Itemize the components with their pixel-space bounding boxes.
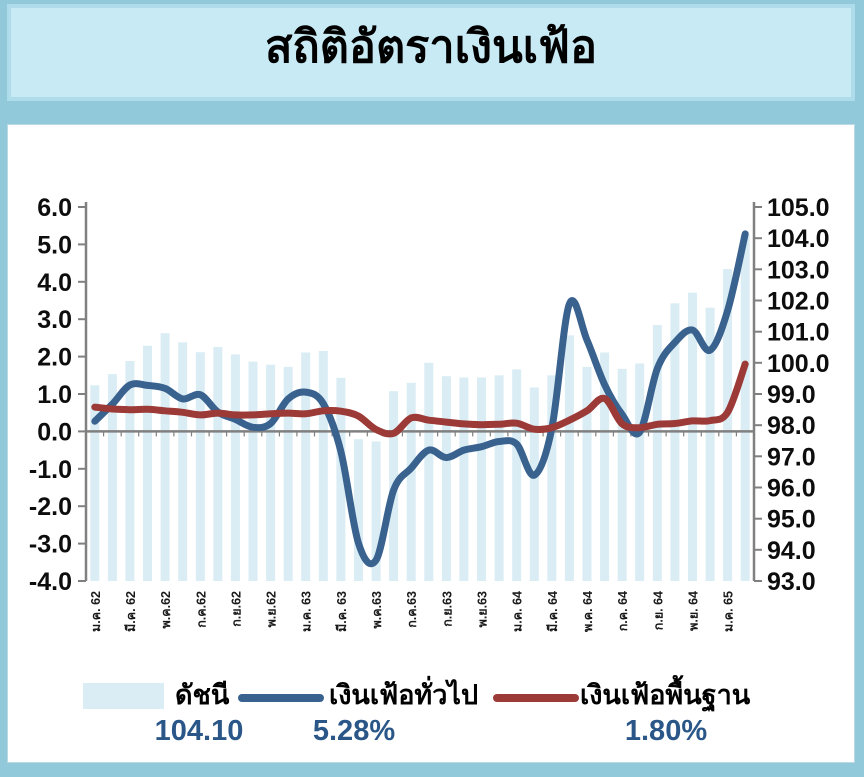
svg-text:-1.0: -1.0 [29, 456, 72, 484]
svg-text:ม.ค. 64: ม.ค. 64 [511, 591, 525, 632]
svg-text:ม.ค. 65: ม.ค. 65 [722, 591, 736, 632]
svg-text:95.0: 95.0 [767, 506, 816, 534]
svg-text:-3.0: -3.0 [29, 531, 72, 559]
svg-text:ก.ย.63: ก.ย.63 [440, 591, 454, 627]
headline-inflation-line [91, 230, 749, 568]
svg-text:-2.0: -2.0 [29, 493, 72, 521]
svg-text:มี.ค. 63: มี.ค. 63 [335, 591, 349, 632]
svg-text:104.0: 104.0 [767, 225, 830, 253]
svg-text:94.0: 94.0 [767, 537, 816, 565]
svg-text:ก.ย. 64: ก.ย. 64 [651, 591, 665, 630]
svg-text:มี.ค. 62: มี.ค. 62 [124, 591, 138, 632]
svg-text:102.0: 102.0 [767, 288, 830, 316]
legend-label-index: ดัชนี [175, 680, 230, 710]
svg-text:1.0: 1.0 [37, 381, 72, 409]
svg-text:ม.ค. 63: ม.ค. 63 [300, 591, 314, 632]
headline-line-swatch [238, 694, 324, 702]
svg-text:105.0: 105.0 [767, 194, 830, 222]
legend-label-core: เงินเฟ้อพื้นฐาน [580, 680, 751, 710]
index-bars [90, 235, 750, 581]
svg-text:พ.ย.62: พ.ย.62 [265, 591, 279, 627]
svg-text:ม.ค. 62: ม.ค. 62 [89, 591, 103, 632]
svg-text:ก.ค.63: ก.ค.63 [405, 591, 419, 628]
svg-text:พ.ค. 64: พ.ค. 64 [581, 591, 595, 632]
page-title: สถิติอัตราเงินเฟ้อ [264, 21, 597, 72]
svg-text:ก.ย.62: ก.ย.62 [229, 591, 243, 627]
svg-text:3.0: 3.0 [37, 306, 72, 334]
inflation-chart: 6.0 5.0 4.0 3.0 2.0 1.0 0.0 -1.0 -2.0 -3.0 -4.0 105… [29, 194, 830, 632]
index-latest-value: 104.10 [154, 715, 244, 747]
svg-text:พ.ค.63: พ.ค.63 [370, 591, 384, 628]
svg-text:ก.ค.62: ก.ค.62 [194, 591, 208, 628]
svg-text:มี.ค. 64: มี.ค. 64 [546, 591, 560, 632]
title-bar: สถิติอัตราเงินเฟ้อ [7, 4, 855, 101]
core-inflation-line [91, 360, 749, 438]
svg-text:0.0: 0.0 [37, 418, 72, 446]
index-bar-swatch [83, 683, 164, 709]
core-latest-value: 1.80% [624, 715, 708, 747]
svg-text:98.0: 98.0 [767, 412, 816, 440]
svg-text:96.0: 96.0 [767, 475, 816, 503]
svg-text:93.0: 93.0 [767, 568, 816, 596]
right-axis: 105.0 104.0 103.0 102.0 101.0 100.0 99.0 98.0 97… [752, 194, 830, 596]
svg-text:-4.0: -4.0 [29, 568, 72, 596]
chart-panel: 6.0 5.0 4.0 3.0 2.0 1.0 0.0 -1.0 -2.0 -3.0 -4.0 105… [7, 124, 855, 763]
svg-text:ก.ค. 64: ก.ค. 64 [616, 591, 630, 631]
svg-text:4.0: 4.0 [37, 269, 72, 297]
svg-text:2.0: 2.0 [37, 344, 72, 372]
legend-label-headline: เงินเฟ้อทั่วไป [329, 680, 479, 710]
left-axis: 6.0 5.0 4.0 3.0 2.0 1.0 0.0 -1.0 -2.0 -3.0 -4.0 [29, 194, 88, 596]
svg-text:97.0: 97.0 [767, 443, 816, 471]
svg-text:6.0: 6.0 [37, 194, 72, 222]
x-axis-labels: ม.ค. 62 มี.ค. 62 พ.ค.62 ก.ค.62 ก.ย.62 พ.ย.62 ม… [89, 591, 736, 632]
svg-text:100.0: 100.0 [767, 350, 830, 378]
svg-text:พ.ค.62: พ.ค.62 [159, 591, 173, 628]
core-line-swatch [493, 694, 579, 702]
svg-text:พ.ย. 64: พ.ย. 64 [687, 591, 701, 631]
svg-text:103.0: 103.0 [767, 256, 830, 284]
svg-text:101.0: 101.0 [767, 319, 830, 347]
svg-text:99.0: 99.0 [767, 381, 816, 409]
svg-text:5.0: 5.0 [37, 231, 72, 259]
svg-text:พ.ย.63: พ.ย.63 [476, 591, 490, 627]
headline-latest-value: 5.28% [312, 715, 396, 747]
